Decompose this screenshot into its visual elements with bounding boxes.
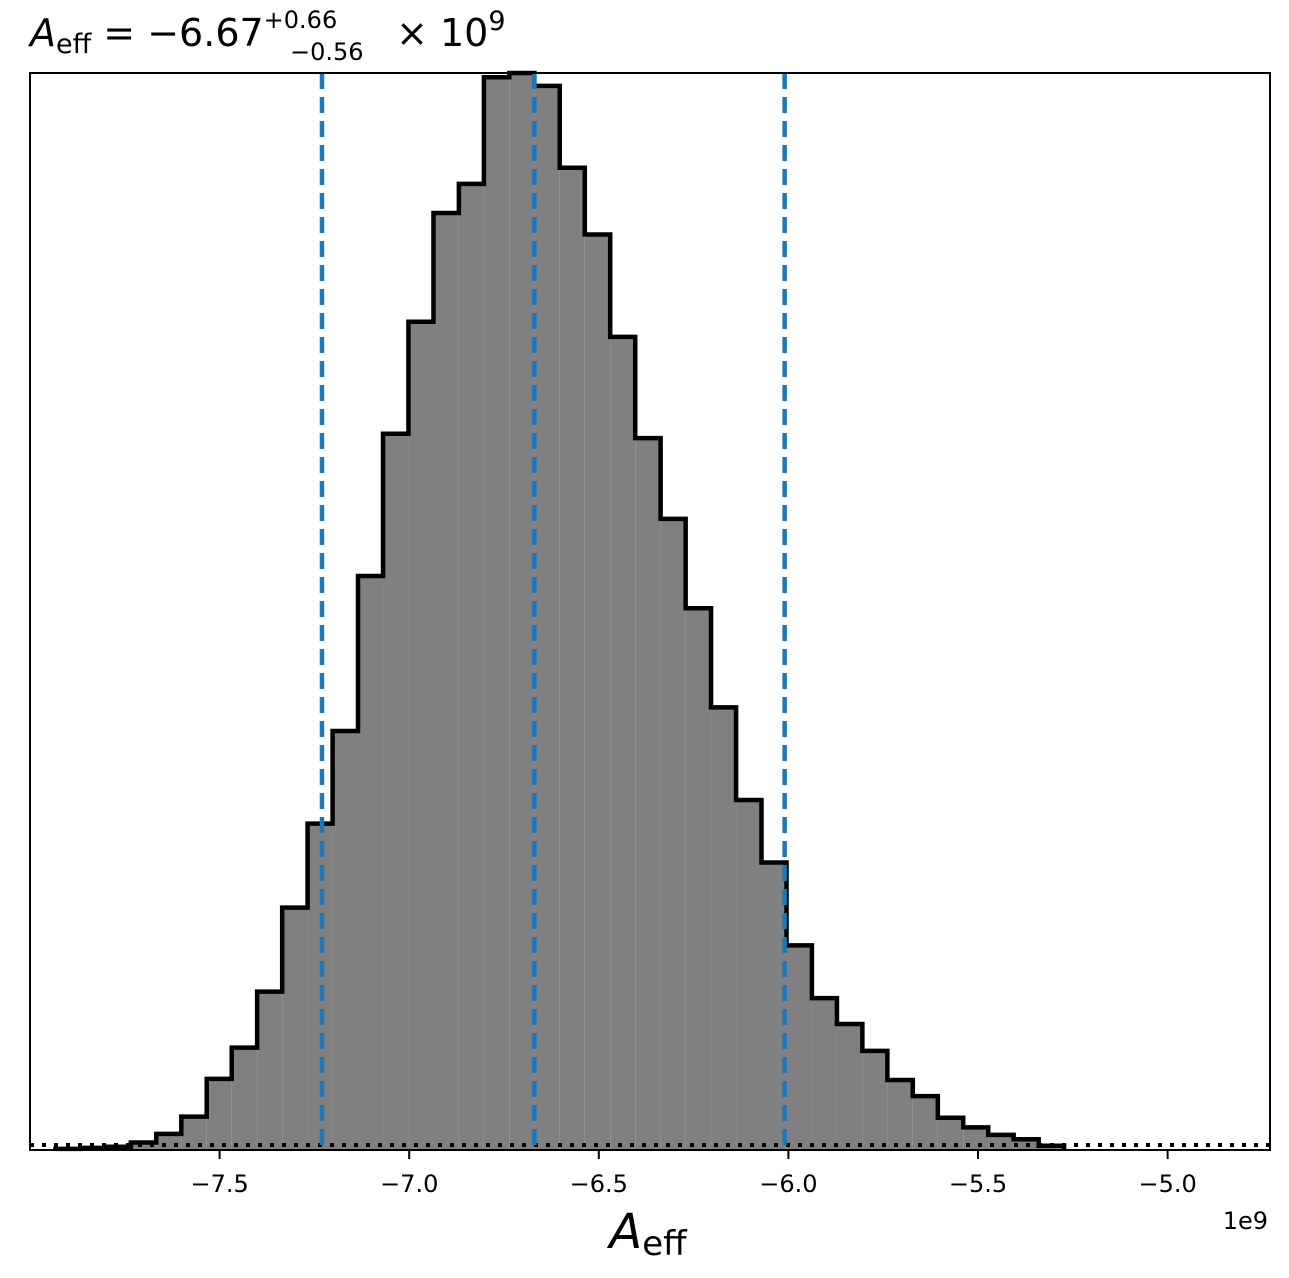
- histogram-bar: [408, 321, 434, 1150]
- histogram-bar: [156, 1133, 182, 1150]
- x-tick-label: −7.0: [380, 1170, 438, 1198]
- histogram-bar: [358, 575, 384, 1150]
- histogram-bar: [257, 991, 283, 1150]
- histogram-bar: [786, 945, 812, 1150]
- histogram-bar: [937, 1117, 964, 1150]
- chart-title: Aeff = −6.67+0.66 −0.56 × 109: [27, 6, 506, 66]
- title-exponent: 9: [488, 6, 505, 37]
- title-subscript: eff: [56, 29, 93, 60]
- histogram-bar: [282, 907, 308, 1150]
- histogram-bar: [887, 1079, 913, 1150]
- histogram-bar: [610, 336, 636, 1150]
- histogram-bar: [660, 518, 686, 1150]
- x-tick-label: −5.0: [1138, 1170, 1196, 1198]
- title-equals: =: [91, 11, 147, 55]
- title-value: −6.67: [147, 11, 263, 55]
- histogram-outline: [53, 70, 1067, 1152]
- histogram-bar: [761, 862, 787, 1150]
- histogram-bar: [711, 707, 737, 1150]
- histogram-bar: [584, 234, 611, 1151]
- histogram-bar: [181, 1116, 207, 1150]
- x-tick-label: −5.5: [949, 1170, 1007, 1198]
- x-offset-label: 1e9: [1223, 1207, 1268, 1235]
- histogram-bar: [332, 731, 359, 1150]
- reference-lines: [319, 73, 787, 1150]
- histogram-bar: [836, 1023, 863, 1150]
- xlabel-subscript: eff: [642, 1224, 688, 1264]
- histogram-bar: [483, 77, 510, 1151]
- x-axis-label: Aeff: [606, 1204, 688, 1264]
- title-upper: +0.66: [264, 6, 338, 34]
- histogram-bar: [811, 998, 837, 1150]
- histogram-bar: [635, 438, 661, 1150]
- title-lower: −0.56: [290, 38, 364, 66]
- histogram-bar: [736, 799, 762, 1150]
- x-tick-label: −6.0: [759, 1170, 817, 1198]
- histogram-bar: [912, 1096, 938, 1150]
- histogram-bar: [988, 1134, 1014, 1150]
- title-times: × 10: [384, 11, 488, 55]
- title-symbol: A: [27, 11, 56, 55]
- histogram-bar: [534, 85, 560, 1151]
- histogram-bar: [130, 1142, 157, 1150]
- histogram-bar: [383, 433, 409, 1150]
- histogram-bar: [509, 73, 535, 1150]
- x-axis-ticks: −7.5 −7.0 −6.5 −6.0 −5.5 −5.0: [190, 1150, 1197, 1198]
- histogram-bars: [55, 73, 1065, 1151]
- histogram-bar: [433, 213, 459, 1150]
- x-tick-label: −6.5: [570, 1170, 628, 1198]
- xlabel-symbol: A: [606, 1204, 642, 1260]
- axes-frame: [29, 72, 1271, 1151]
- histogram-bar: [559, 167, 585, 1150]
- x-tick-label: −7.5: [190, 1170, 248, 1198]
- histogram-bar: [685, 608, 712, 1150]
- histogram-bar: [458, 183, 484, 1150]
- histogram-bar: [206, 1078, 232, 1150]
- histogram-bar: [231, 1047, 258, 1150]
- histogram-bar: [862, 1050, 888, 1150]
